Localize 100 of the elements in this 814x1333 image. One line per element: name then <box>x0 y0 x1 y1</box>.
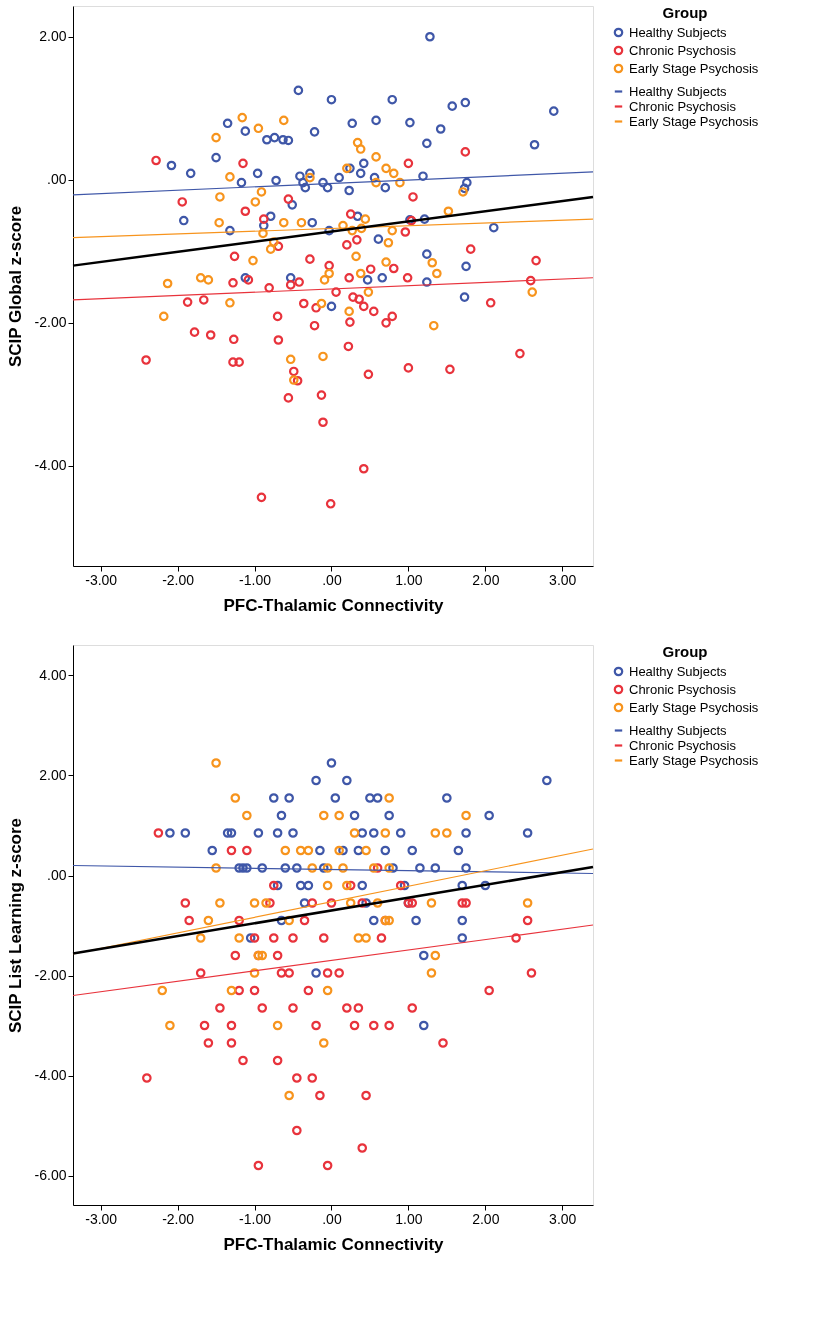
point <box>295 845 306 856</box>
point <box>226 985 237 996</box>
x-tick-label: 2.00 <box>472 1210 500 1227</box>
point <box>284 915 294 926</box>
x-tick-label: .00 <box>322 1210 342 1227</box>
point <box>303 845 314 856</box>
y-tick-label: -2.00 <box>34 967 67 983</box>
point <box>157 985 168 996</box>
legend-label: Early Stage Psychosis <box>629 60 759 76</box>
point <box>426 898 437 908</box>
y-tick-label: .00 <box>47 171 67 188</box>
point <box>458 187 468 197</box>
point <box>280 845 291 856</box>
x-tick-label: -3.00 <box>85 571 118 588</box>
point <box>461 810 471 821</box>
y-tick-label: 2.00 <box>39 767 67 783</box>
legend-title: Group <box>662 643 708 660</box>
point <box>318 351 328 362</box>
legend-label: Healthy Subjects <box>629 722 728 738</box>
point <box>324 268 334 279</box>
point <box>334 810 344 821</box>
y-tick-label: -6.00 <box>34 1167 67 1183</box>
point <box>278 115 289 126</box>
legend-label: Chronic Psychosis <box>629 42 737 58</box>
x-tick-label: 1.00 <box>395 1210 423 1227</box>
point <box>338 220 348 231</box>
point <box>443 206 454 217</box>
point <box>318 1038 329 1048</box>
x-axis-title: PFC-Thalamic Connectivity <box>223 595 445 615</box>
point <box>387 225 398 236</box>
y-tick-label: 4.00 <box>39 667 67 683</box>
legend-label: Chronic Psychosis <box>629 681 737 697</box>
point <box>322 880 333 891</box>
legend-label: Chronic Psychosis <box>629 98 737 114</box>
point <box>288 375 299 385</box>
point <box>249 968 260 978</box>
point <box>195 933 206 943</box>
point <box>158 311 169 322</box>
point <box>284 1090 294 1101</box>
point <box>527 287 538 297</box>
legend-label: Healthy Subjects <box>629 24 728 40</box>
x-tick-label: 2.00 <box>472 571 500 588</box>
point <box>305 172 315 183</box>
x-tick-label: -3.00 <box>85 1210 118 1227</box>
point <box>278 217 289 228</box>
y-tick-label: -2.00 <box>34 314 67 331</box>
y-tick-label: .00 <box>47 867 67 883</box>
point <box>351 251 361 262</box>
legend-label: Early Stage Psychosis <box>629 699 759 715</box>
point <box>319 275 330 285</box>
point <box>322 863 333 873</box>
point <box>381 163 391 174</box>
x-tick-label: -2.00 <box>162 1210 195 1227</box>
x-tick-label: 3.00 <box>549 571 577 588</box>
point <box>381 257 391 267</box>
point <box>215 898 225 908</box>
point <box>522 898 533 908</box>
point <box>426 968 437 978</box>
point <box>249 898 260 908</box>
point <box>215 192 225 202</box>
point <box>296 217 307 228</box>
point <box>347 225 358 236</box>
point <box>345 898 356 908</box>
point <box>363 287 374 297</box>
point <box>353 933 364 943</box>
point <box>384 793 394 803</box>
point <box>360 214 371 224</box>
legend-label: Healthy Subjects <box>629 83 728 99</box>
legend-title: Group <box>662 4 708 21</box>
point <box>442 828 452 838</box>
legend-label: Healthy Subjects <box>629 663 728 679</box>
point <box>211 863 221 873</box>
point <box>257 950 268 961</box>
x-tick-label: -2.00 <box>162 571 195 588</box>
point <box>195 272 206 283</box>
x-axis-title: PFC-Thalamic Connectivity <box>223 1234 445 1254</box>
x-tick-label: 3.00 <box>549 1210 577 1227</box>
y-tick-label: -4.00 <box>34 457 67 474</box>
x-tick-label: -1.00 <box>239 1210 272 1227</box>
x-tick-label: -1.00 <box>239 571 272 588</box>
point <box>285 354 296 365</box>
legend-label: Chronic Psychosis <box>629 737 737 753</box>
y-tick-label: -4.00 <box>34 1067 67 1083</box>
point <box>318 810 329 821</box>
point <box>344 306 354 317</box>
point <box>165 1020 175 1031</box>
point <box>430 950 441 961</box>
point <box>162 278 173 289</box>
point <box>253 123 264 134</box>
y-tick-label: 2.00 <box>39 28 67 45</box>
point <box>250 197 261 207</box>
legend-label: Early Stage Psychosis <box>629 113 759 129</box>
legend-label: Early Stage Psychosis <box>629 752 759 768</box>
point <box>432 268 442 279</box>
x-tick-label: .00 <box>322 571 342 588</box>
point <box>388 168 399 179</box>
point <box>265 244 276 254</box>
point <box>237 112 248 123</box>
point <box>371 152 381 162</box>
point <box>203 275 214 285</box>
